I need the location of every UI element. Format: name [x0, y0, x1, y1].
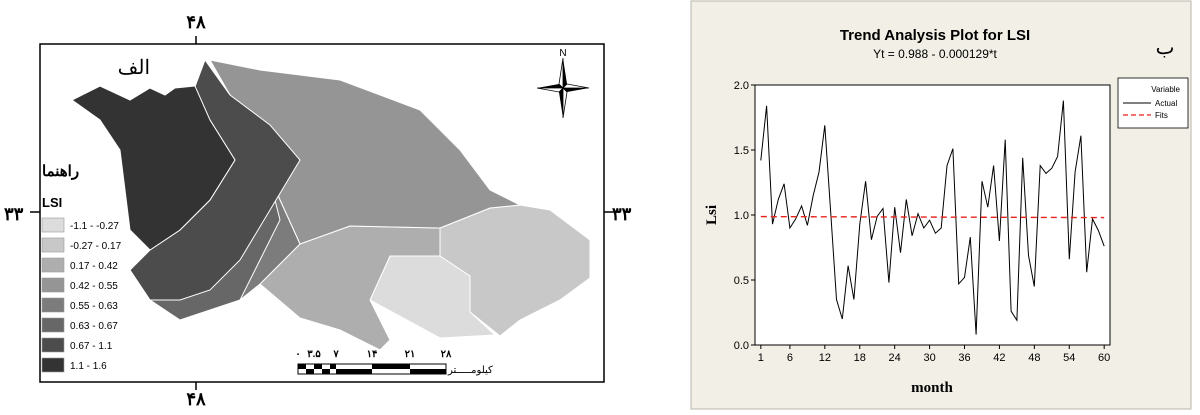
x-tick-label: 60: [1098, 352, 1110, 364]
scale-ticks: ۰ ۳.۵ ۷ ۱۴ ۲۱ ۲۸: [295, 349, 452, 360]
legend-actual-label: Actual: [1155, 99, 1177, 108]
scale-tick-label: ۷: [332, 349, 339, 360]
zone-class-darkest: [71, 85, 236, 251]
y-tick-label: 0.5: [734, 275, 749, 287]
x-tick-label: 54: [1063, 352, 1075, 364]
map-panel-letter: الف: [118, 57, 150, 79]
scale-tick-label: ۰: [295, 349, 300, 360]
longitude-label-top: ۴۸: [186, 12, 206, 32]
y-tick-label: 0.0: [734, 340, 749, 352]
x-tick-label: 1: [758, 352, 764, 364]
scale-unit: کیلومـــــتر: [447, 365, 493, 376]
legend-item-label: 0.67 - 1.1: [70, 341, 113, 352]
lsi-map-panel: ۴۸ ۴۸ ۳۳ ۳۳ الف N راهنما LSI -1.1 - -0.: [4, 12, 632, 409]
x-tick-label: 12: [819, 352, 831, 364]
legend-item-label: 0.63 - 0.67: [70, 321, 118, 332]
legend-swatch: [41, 317, 65, 333]
series-line-fits: [760, 215, 1105, 219]
legend-item-label: -0.27 - 0.17: [70, 241, 122, 252]
legend-swatch: [41, 217, 65, 233]
scale-bar: [297, 363, 447, 375]
map-legend: -1.1 - -0.27 -0.27 - 0.17 0.17 - 0.42 0.42 …: [41, 217, 122, 373]
y-axis: 0.0 0.5 1.0 1.5 2.0: [734, 80, 755, 352]
legend-swatch: [41, 257, 65, 273]
scale-tick-label: ۲۱: [405, 349, 416, 360]
lsi-zones: [71, 58, 591, 351]
legend-swatch: [41, 297, 65, 313]
x-tick-label: 24: [889, 352, 901, 364]
series-line-actual: [760, 100, 1105, 335]
chart-title: Trend Analysis Plot for LSI: [840, 27, 1030, 44]
scale-tick-label: ۱۴: [367, 349, 378, 360]
legend-item-label: 0.42 - 0.55: [70, 281, 118, 292]
legend-item-label: -1.1 - -0.27: [70, 221, 119, 232]
legend-swatch: [41, 337, 65, 353]
scale-tick-label: ۳.۵: [307, 349, 321, 360]
x-tick-label: 30: [923, 352, 935, 364]
chart-panel-letter: ب: [1156, 37, 1175, 59]
y-tick-label: 1.0: [734, 210, 749, 222]
latitude-label-right: ۳۳: [612, 204, 632, 224]
legend-swatch: [41, 277, 65, 293]
trend-chart-panel: Trend Analysis Plot for LSI Yt = 0.988 -…: [690, 0, 1200, 410]
latitude-label-left: ۳۳: [4, 204, 24, 224]
legend-title: راهنما: [42, 163, 79, 180]
legend-item-label: 0.17 - 0.42: [70, 261, 118, 272]
x-axis-label: month: [911, 380, 953, 396]
legend-title: Variable: [1151, 85, 1180, 94]
legend-item-label: 1.1 - 1.6: [70, 361, 107, 372]
x-tick-label: 42: [993, 352, 1005, 364]
legend-item-label: 0.55 - 0.63: [70, 301, 118, 312]
y-tick-label: 2.0: [734, 80, 749, 92]
legend-fits-label: Fits: [1155, 111, 1168, 120]
north-arrow-icon: [536, 57, 590, 119]
chart-subtitle: Yt = 0.988 - 0.000129*t: [873, 47, 997, 61]
longitude-label-bottom: ۴۸: [186, 389, 206, 409]
north-label: N: [559, 48, 566, 59]
x-tick-label: 36: [958, 352, 970, 364]
legend-swatch: [41, 237, 65, 253]
legend-swatch: [41, 357, 65, 373]
scale-tick-label: ۲۸: [441, 349, 452, 360]
chart-legend: Variable Actual Fits: [1117, 77, 1189, 129]
x-axis: 1 6 12 18 24 30 36 42 48 54 60: [758, 345, 1110, 364]
x-tick-label: 18: [854, 352, 866, 364]
x-tick-label: 6: [787, 352, 793, 364]
legend-subtitle: LSI: [42, 195, 62, 210]
y-axis-label: Lsi: [704, 205, 720, 225]
series-layer: [760, 100, 1105, 335]
x-tick-label: 48: [1028, 352, 1040, 364]
plot-area: [754, 84, 1111, 346]
y-tick-label: 1.5: [734, 145, 749, 157]
